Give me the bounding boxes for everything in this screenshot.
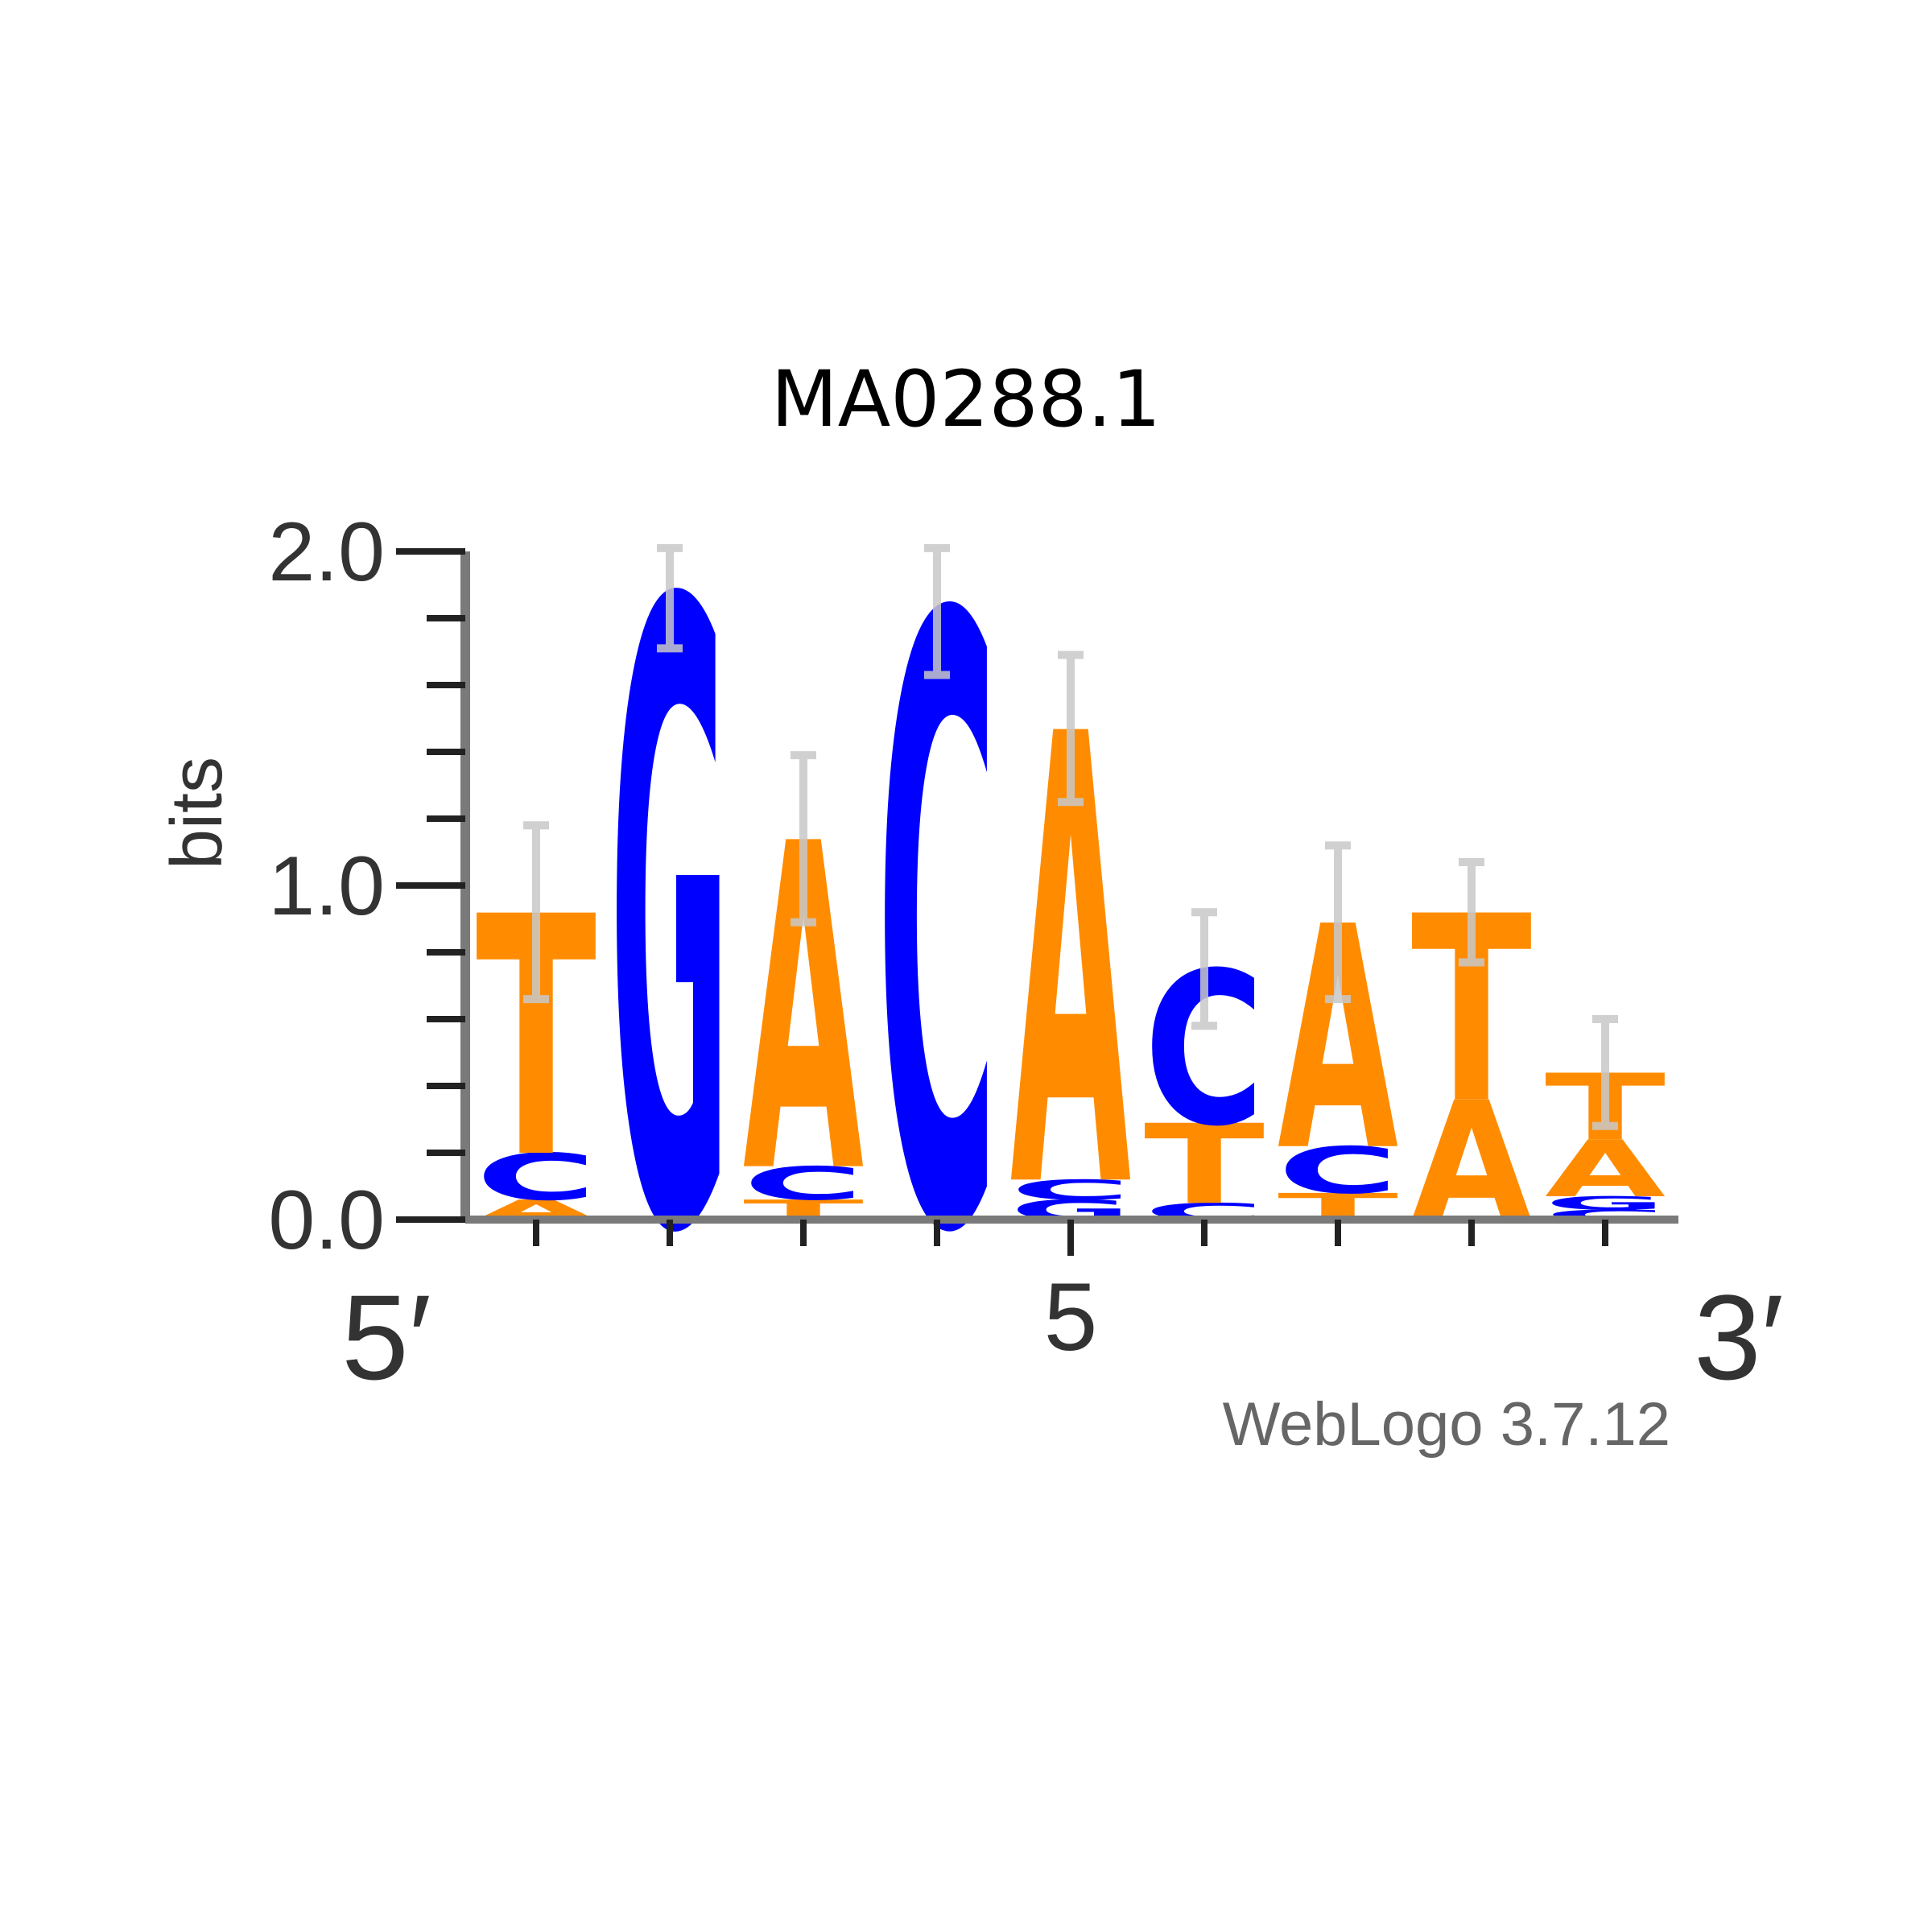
error-bars <box>523 543 1618 1130</box>
y-axis-label: bits <box>157 757 237 869</box>
svg-text:G: G <box>1545 1193 1666 1214</box>
x-tick-label-5: 5 <box>1044 1263 1098 1371</box>
svg-text:C: C <box>1010 1174 1131 1206</box>
logo-letter-pos3-C-1: C <box>743 1157 864 1210</box>
y-tick-label: 0.0 <box>268 1174 385 1267</box>
error-bar-pos3 <box>791 751 816 927</box>
svg-text:C: C <box>743 1157 864 1210</box>
error-bar-pos7 <box>1325 841 1351 1004</box>
x-ticks <box>533 1220 1608 1256</box>
weblogo-credit: WebLogo 3.7.12 <box>1223 1390 1670 1459</box>
error-bar-pos5 <box>1058 650 1084 807</box>
y-ticks: 0.0 1.0 2.0 <box>268 506 465 1267</box>
y-tick-label: 1.0 <box>268 840 385 933</box>
chart-title: MA0288.1 <box>770 354 1162 444</box>
y-tick-label: 2.0 <box>268 506 385 599</box>
logo-letter-pos9-G-1: G <box>1545 1193 1666 1214</box>
x-end-label-5prime: 5′ <box>341 1269 431 1405</box>
svg-text:C: C <box>476 1140 597 1215</box>
error-bar-pos4 <box>924 543 950 679</box>
svg-text:C: C <box>1278 1133 1398 1208</box>
error-bar-pos8 <box>1459 857 1484 967</box>
error-bar-pos6 <box>1191 908 1217 1030</box>
logo-letter-pos1-C-1: C <box>476 1140 597 1215</box>
logo-letter-pos6-T-1: T <box>1144 1101 1265 1229</box>
logo-letter-pos5-C-1: C <box>1010 1174 1131 1206</box>
x-end-label-3prime: 3′ <box>1694 1269 1784 1405</box>
svg-text:A: A <box>1545 1124 1666 1215</box>
error-bar-pos2 <box>657 543 683 653</box>
svg-text:T: T <box>1144 1101 1265 1229</box>
error-bar-pos1 <box>523 821 549 1004</box>
logo-letter-pos9-A-2: A <box>1545 1124 1666 1215</box>
error-bar-pos9 <box>1592 1015 1618 1130</box>
logo-letter-pos7-C-1: C <box>1278 1133 1398 1208</box>
